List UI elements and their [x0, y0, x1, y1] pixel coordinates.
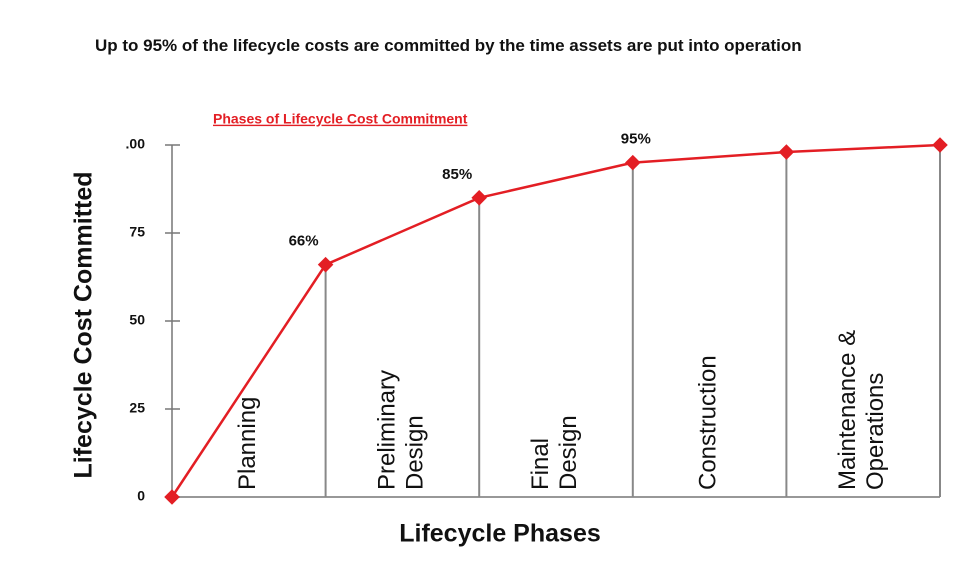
cost-line	[170, 143, 941, 498]
point-marker	[625, 154, 641, 171]
y-tick-label: 50	[129, 312, 145, 328]
phase-label-line: Final	[527, 438, 554, 490]
y-tick-label: 75	[129, 224, 145, 240]
phase-label-line: Design	[555, 415, 582, 490]
phase-label: Maintenance &Operations	[835, 330, 890, 490]
point-marker	[471, 190, 487, 206]
phase-label: Construction	[695, 355, 722, 490]
phase-label-line: Operations	[863, 373, 890, 490]
phase-label: Planning	[234, 397, 261, 490]
point-marker	[778, 144, 795, 160]
data-label: 95%	[621, 131, 651, 148]
data-label: 66%	[289, 233, 319, 250]
chart-title: Up to 95% of the lifecycle costs are com…	[95, 36, 802, 55]
y-tick-label: 25	[129, 400, 145, 416]
y-axis-label: Lifecycle Cost Committed	[70, 171, 98, 478]
point-marker	[164, 489, 180, 505]
phase-label-line: Preliminary	[374, 370, 401, 490]
phase-label-line: Planning	[234, 397, 261, 490]
data-label: 85%	[442, 166, 472, 183]
chart-subtitle: Phases of Lifecycle Cost Commitment	[213, 111, 468, 127]
phase-label-line: Maintenance &	[835, 330, 862, 490]
point-marker	[317, 256, 334, 273]
phase-label: PreliminaryDesign	[374, 370, 429, 490]
y-tick-label: 0	[137, 488, 145, 504]
phase-label-line: Construction	[695, 355, 722, 490]
x-axis-label: Lifecycle Phases	[399, 520, 601, 548]
point-marker	[932, 137, 948, 153]
phase-label: FinalDesign	[527, 415, 582, 490]
phase-label-line: Design	[402, 415, 429, 490]
y-tick-label: .00	[126, 136, 146, 152]
